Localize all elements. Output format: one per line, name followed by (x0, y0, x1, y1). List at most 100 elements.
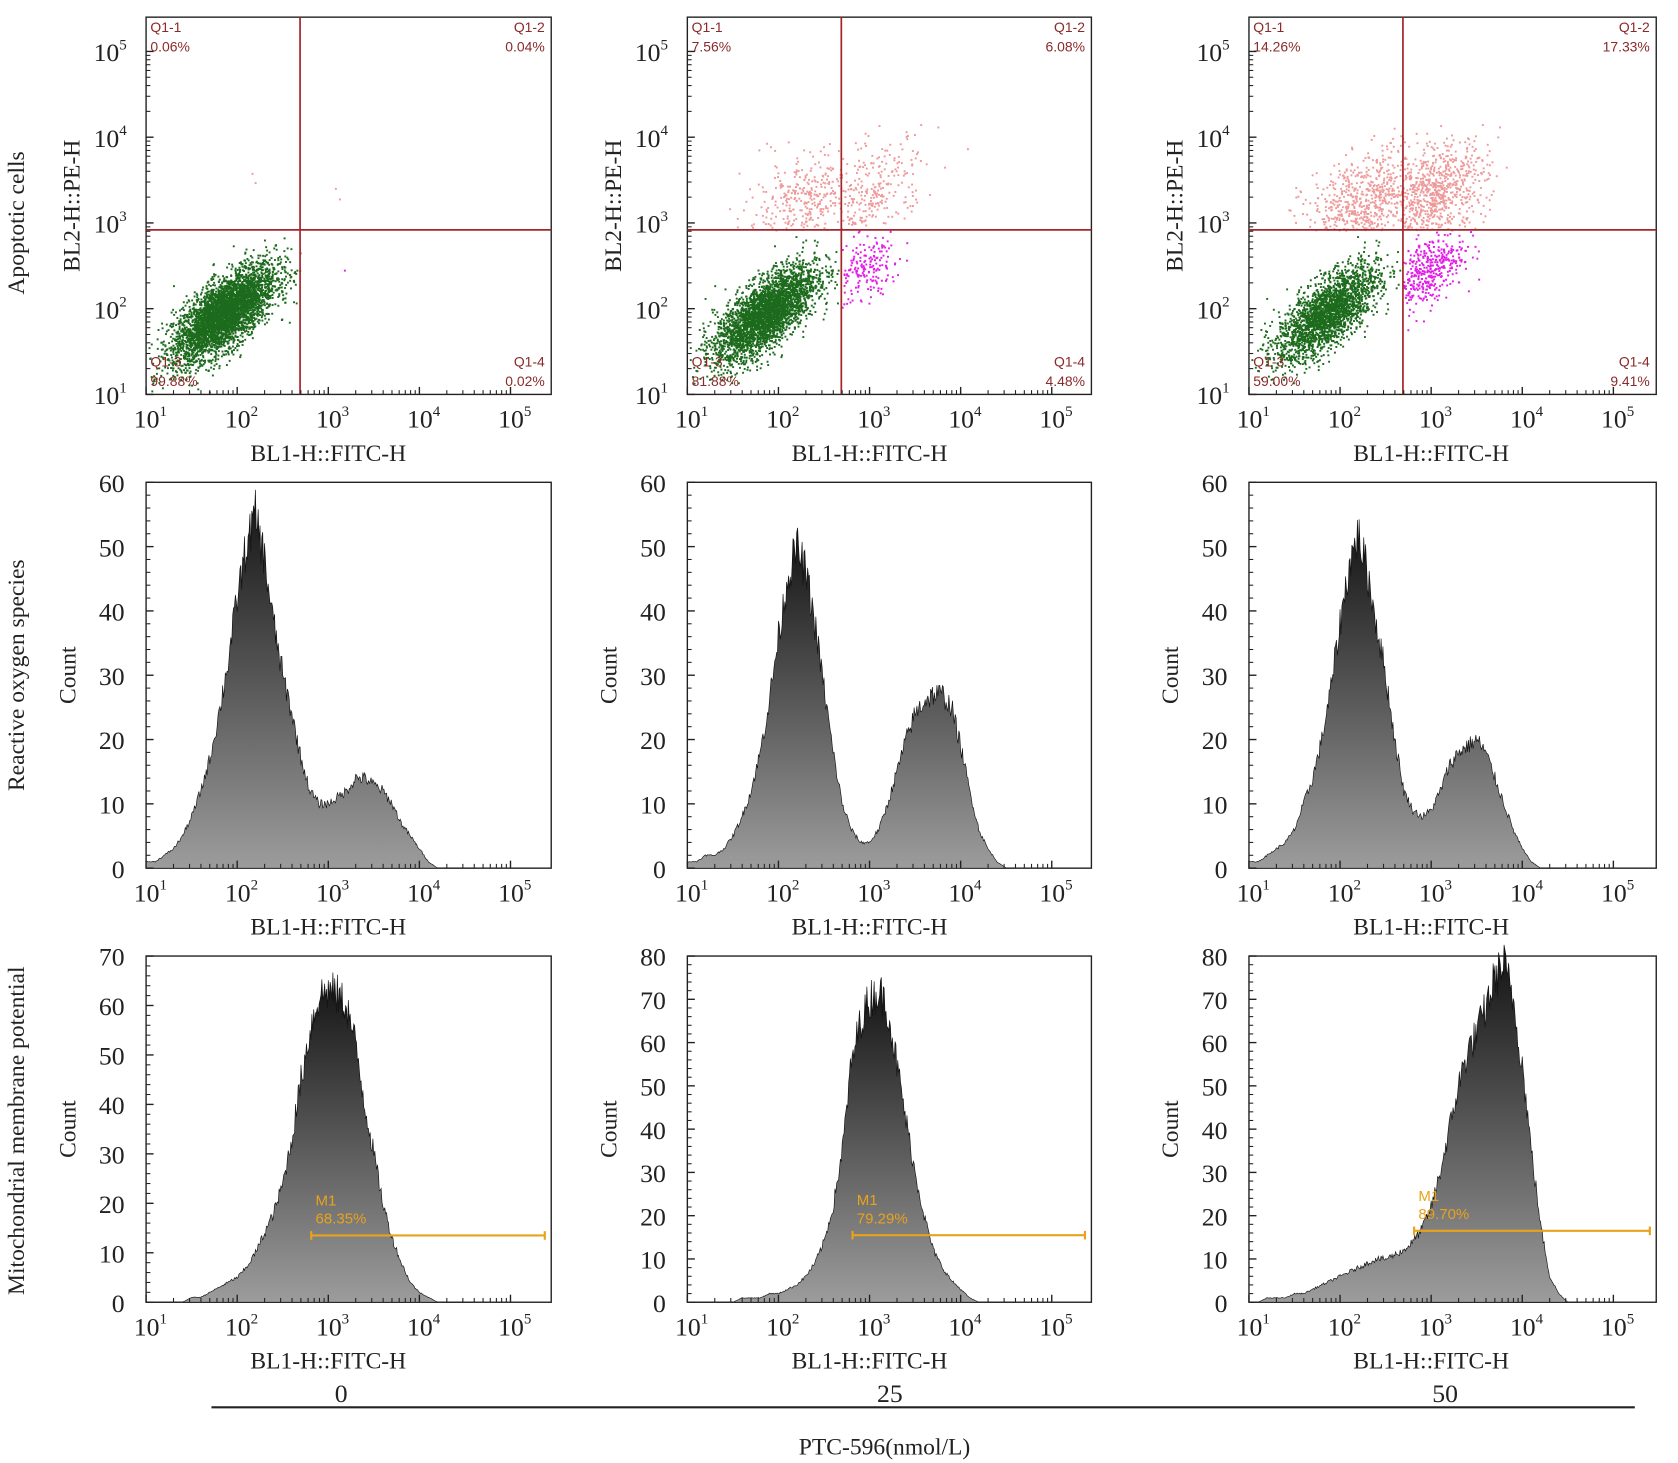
scatter-point (175, 342, 178, 345)
scatter-point (191, 352, 194, 355)
scatter-point (170, 326, 173, 329)
scatter-point (230, 295, 233, 298)
scatter-point (212, 293, 215, 296)
scatter-point (245, 265, 247, 268)
scatter-point (247, 277, 250, 280)
scatter-point (867, 135, 870, 137)
scatter-point (209, 297, 212, 300)
scatter-point (250, 295, 253, 298)
scatter-point (184, 356, 187, 358)
scatter-point (175, 331, 178, 334)
scatter-point (740, 312, 743, 315)
scatter-point (204, 336, 207, 339)
scatter-point (189, 310, 192, 313)
scatter-point (207, 359, 210, 362)
scatter-point (219, 337, 222, 340)
scatter-point (239, 354, 242, 357)
scatter-point (815, 276, 818, 279)
scatter-point (254, 307, 257, 309)
scatter-point (224, 301, 227, 304)
scatter-point (252, 271, 255, 274)
scatter-point (247, 317, 250, 319)
scatter-point (176, 317, 179, 319)
scatter-point (204, 330, 207, 333)
scatter-point (201, 348, 204, 351)
scatter-point (213, 350, 216, 353)
scatter-point (739, 302, 742, 305)
scatter-point (217, 354, 220, 357)
scatter-point (284, 271, 287, 274)
scatter-point (227, 280, 230, 283)
scatter-point (206, 309, 209, 312)
scatter-point (844, 196, 847, 199)
scatter-point (188, 337, 191, 340)
scatter-point (210, 292, 213, 295)
scatter-point (233, 302, 236, 305)
scatter-point (202, 337, 205, 340)
scatter-point (761, 354, 764, 357)
scatter-point (258, 268, 261, 271)
scatter-point (152, 362, 155, 365)
scatter-point (251, 294, 254, 297)
scatter-point (176, 347, 179, 350)
scatter-point (911, 183, 914, 186)
scatter-point (205, 368, 208, 371)
scatter-point (195, 330, 198, 333)
scatter-point (199, 330, 202, 333)
scatter-point (242, 269, 244, 272)
scatter-point (275, 288, 278, 291)
scatter-point (944, 166, 947, 169)
scatter-point (172, 367, 175, 370)
scatter-point (215, 290, 218, 293)
scatter-point (234, 323, 237, 326)
scatter-point (223, 301, 226, 304)
scatter-point (190, 338, 193, 341)
scatter-point (295, 272, 298, 275)
scatter-point (231, 335, 234, 338)
scatter-point (207, 312, 210, 315)
scatter-point (779, 210, 782, 213)
scatter-point (224, 285, 227, 288)
scatter-point (238, 294, 241, 297)
scatter-point (183, 324, 186, 327)
scatter-point (743, 317, 746, 320)
scatter-point (172, 360, 175, 363)
scatter-point (234, 307, 237, 310)
scatter-point (214, 356, 217, 359)
scatter-point (273, 259, 276, 261)
scatter-point (172, 322, 175, 325)
scatter-point (828, 143, 831, 146)
scatter-point (803, 202, 806, 205)
scatter-point (852, 222, 855, 225)
scatter-point (189, 334, 192, 337)
scatter-point (210, 304, 213, 307)
scatter-point (220, 318, 223, 321)
scatter-point (160, 341, 163, 344)
scatter-point (780, 331, 783, 334)
scatter-point (246, 290, 249, 293)
scatter-point (227, 342, 230, 345)
scatter-point (810, 195, 813, 197)
scatter-point (220, 316, 223, 319)
scatter-point (796, 278, 799, 281)
scatter-point (240, 282, 243, 285)
scatter-point (798, 176, 801, 179)
scatter-point (266, 287, 269, 290)
scatter-point (196, 311, 198, 314)
scatter-point (187, 322, 190, 325)
scatter-point (212, 309, 215, 312)
scatter-point (259, 301, 262, 304)
scatter-point (175, 351, 178, 354)
scatter-point (239, 297, 242, 300)
scatter-point (238, 268, 241, 271)
scatter-point (213, 339, 216, 342)
scatter-point (208, 318, 211, 321)
scatter-point (896, 162, 899, 165)
scatter-point (221, 355, 223, 358)
scatter-point (225, 364, 228, 367)
scatter-point (264, 291, 267, 294)
scatter-point (185, 320, 188, 323)
scatter-point (790, 210, 793, 213)
scatter-point (736, 217, 739, 220)
scatter-point (801, 221, 804, 224)
